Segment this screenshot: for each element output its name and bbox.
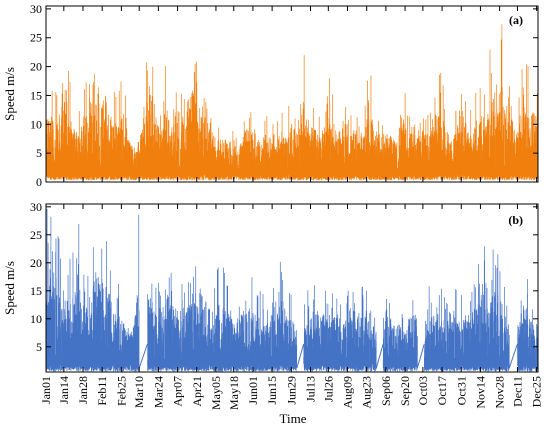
panel-a: 0 5 10 15 20 25 30 (a) Speed m/s xyxy=(2,2,538,189)
x-tick-label: May18 xyxy=(227,376,241,410)
x-tick-label: Dec25 xyxy=(530,376,544,407)
x-tick-label: Jan14 xyxy=(57,376,71,404)
x-tick-label: Jun01 xyxy=(246,376,260,405)
x-tick-label: Aug23 xyxy=(360,376,374,409)
panel-b-gap-line-4 xyxy=(509,344,517,368)
x-tick-label: Nov28 xyxy=(493,376,507,409)
x-tick-label: May05 xyxy=(209,376,223,410)
panel-a-series xyxy=(46,9,538,180)
x-tick-label: Jun29 xyxy=(284,376,298,405)
x-tick-label: Mar10 xyxy=(132,376,146,408)
panel-b-y-tick-label: 30 xyxy=(30,200,42,214)
x-tick-label: Jun15 xyxy=(265,376,279,405)
x-tick-label: Oct03 xyxy=(416,376,430,405)
panel-a-y-tick-label: 30 xyxy=(30,2,42,16)
x-tick-label: Feb25 xyxy=(114,376,128,406)
panel-b-label: (b) xyxy=(508,213,523,227)
x-axis-title: Time xyxy=(280,411,307,426)
panel-a-y-axis-title: Speed m/s xyxy=(2,67,17,121)
x-tick-label: Oct31 xyxy=(454,376,468,405)
panel-b-y-tick-label: 15 xyxy=(30,284,42,298)
x-tick-label: Feb11 xyxy=(95,376,109,406)
panel-b-speed-trace xyxy=(46,209,538,372)
x-tick-label: Dec11 xyxy=(510,376,524,407)
panel-b-y-axis-title: Speed m/s xyxy=(2,261,17,315)
x-tick-label: Mar24 xyxy=(151,376,165,408)
panel-b-y-tick-label: 5 xyxy=(36,340,42,354)
panel-a-y-tick-label: 0 xyxy=(36,175,42,189)
panel-b-series xyxy=(46,207,538,372)
panel-a-y-tick-label: 15 xyxy=(30,88,42,102)
panel-b-y-tick-label: 25 xyxy=(30,228,42,242)
panel-b-gap-line-0 xyxy=(139,344,147,368)
panel-a-y-tick-label: 20 xyxy=(30,60,42,74)
x-tick-label: Sep06 xyxy=(379,376,393,406)
panel-b-y-tick-label: 10 xyxy=(30,312,42,326)
panel-b-y-tick-label: 20 xyxy=(30,256,42,270)
x-tick-label: Aug09 xyxy=(341,376,355,409)
x-tick-label: Sep20 xyxy=(398,376,412,406)
panel-a-speed-trace xyxy=(46,24,538,180)
x-tick-label: Oct17 xyxy=(435,376,449,405)
panel-a-label: (a) xyxy=(509,13,523,27)
panel-a-y-tick-label: 5 xyxy=(36,146,42,160)
panel-a-y-tick-label: 25 xyxy=(30,31,42,45)
x-tick-label: Apr21 xyxy=(190,376,204,407)
panel-a-y-tick-label: 10 xyxy=(30,117,42,131)
x-tick-label: Jan01 xyxy=(39,376,53,404)
x-tick-label: Nov14 xyxy=(473,376,487,409)
x-tick-label: Apr07 xyxy=(171,376,185,407)
x-axis-tick-labels: Jan01 Jan14 Jan28 Feb11 Feb25 Mar10 Mar24 Apr07… xyxy=(39,376,544,410)
x-tick-label: Jan28 xyxy=(76,376,90,404)
x-tick-label: Jul26 xyxy=(321,376,335,402)
panel-b: 5 10 15 20 25 30 (b) Speed m/s xyxy=(2,200,538,372)
panel-b-gap-line-3 xyxy=(417,344,424,368)
panel-b-gap-line-1 xyxy=(297,344,304,368)
x-tick-label: Jul13 xyxy=(304,376,318,402)
panel-b-gap-line-2 xyxy=(376,344,383,368)
